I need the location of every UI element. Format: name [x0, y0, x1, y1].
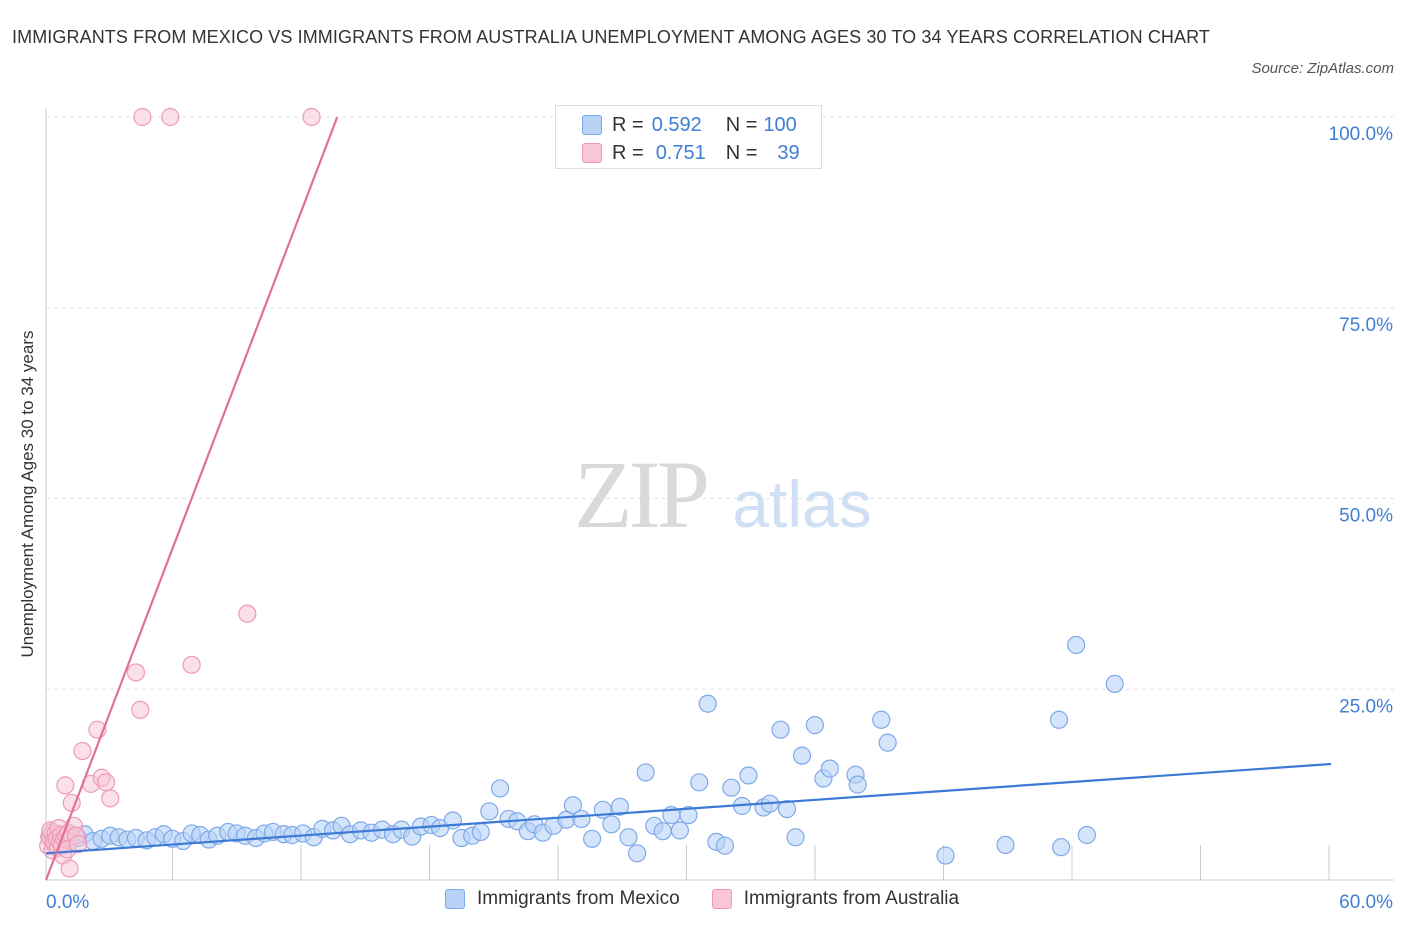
stats-box: R = 0.592 N = 100 R = 0.751 N = 39: [555, 105, 822, 169]
legend-swatch-australia: [711, 889, 732, 909]
data-point-mexico: [653, 822, 672, 841]
data-point-mexico: [786, 828, 805, 847]
gridlines: [46, 116, 1394, 690]
data-point-australia: [56, 776, 75, 795]
y-tick-label: 100.0%: [1329, 124, 1394, 145]
data-point-australia: [238, 604, 257, 623]
data-point-australia: [60, 859, 79, 878]
data-point-mexico: [715, 836, 735, 855]
data-point-mexico: [1067, 635, 1086, 655]
r-label: R =: [612, 141, 644, 164]
data-point-mexico: [792, 746, 812, 765]
data-point-australia: [182, 655, 201, 674]
y-tick-label: 50.0%: [1339, 506, 1393, 527]
data-point-mexico: [698, 694, 717, 713]
data-point-mexico: [1052, 838, 1071, 857]
data-point-australia: [73, 741, 92, 761]
n-value: 39: [777, 141, 800, 164]
n-value: 100: [763, 113, 797, 136]
legend-label-mexico: Immigrants from Mexico: [477, 888, 680, 909]
tick-labels: 25.0% 50.0% 75.0% 100.0% 0.0% 60.0%: [46, 124, 1393, 913]
data-point-mexico: [1105, 674, 1124, 694]
series-australia: [39, 107, 321, 878]
x-tick-label: 0.0%: [46, 892, 89, 913]
r-value: 0.751: [655, 141, 706, 164]
r-value: 0.592: [651, 113, 702, 136]
data-point-mexico: [572, 809, 591, 829]
axes: [45, 108, 1394, 881]
data-point-australia: [96, 773, 116, 792]
data-point-mexico: [936, 846, 955, 865]
data-point-australia: [69, 835, 88, 854]
data-point-australia: [126, 663, 146, 682]
legend-swatch-mexico: [445, 889, 465, 909]
data-point-mexico: [848, 775, 867, 794]
legend-swatch-mexico: [582, 115, 602, 135]
n-label: N =: [725, 141, 758, 164]
trend-line-australia: [44, 116, 339, 881]
y-tick-label: 75.0%: [1339, 315, 1393, 336]
y-tick-label: 25.0%: [1339, 696, 1393, 717]
data-point-australia: [133, 107, 152, 127]
series-mexico: [41, 635, 1124, 865]
watermark-atlas: atlas: [732, 467, 871, 541]
trend-lines: [44, 116, 1332, 881]
source-label: Source: ZipAtlas.com: [1251, 60, 1394, 77]
data-point-mexico: [878, 733, 897, 752]
data-point-mexico: [739, 766, 758, 785]
x-tick-label: 60.0%: [1339, 892, 1393, 913]
data-point-mexico: [1077, 825, 1096, 845]
n-label: N =: [725, 113, 758, 136]
legend-label-australia: Immigrants from Australia: [743, 888, 960, 909]
data-point-mexico: [490, 779, 510, 798]
data-point-mexico: [777, 799, 797, 819]
data-point-australia: [302, 107, 321, 127]
data-point-mexico: [636, 763, 655, 782]
data-point-mexico: [722, 778, 741, 797]
trend-line-mexico: [45, 762, 1332, 855]
r-label: R =: [612, 113, 644, 136]
data-point-mexico: [619, 828, 638, 847]
data-point-australia: [101, 789, 120, 808]
data-point-mexico: [602, 815, 621, 834]
data-point-mexico: [480, 802, 499, 821]
data-point-mexico: [872, 710, 891, 729]
data-point-mexico: [627, 844, 647, 863]
data-point-mexico: [690, 773, 709, 792]
data-point-mexico: [610, 797, 630, 816]
data-point-australia: [131, 700, 150, 719]
data-point-mexico: [679, 806, 698, 825]
data-point-mexico: [583, 829, 602, 848]
data-point-mexico: [996, 835, 1015, 855]
chart-title: IMMIGRANTS FROM MEXICO VS IMMIGRANTS FRO…: [12, 27, 1211, 47]
data-point-australia: [161, 107, 180, 127]
stats-row-mexico: R = 0.592 N = 100: [556, 111, 797, 139]
watermark-zip: ZIP: [574, 441, 707, 548]
data-point-mexico: [805, 716, 824, 735]
legend: Immigrants from Mexico Immigrants from A…: [445, 888, 991, 910]
legend-item-australia[interactable]: Immigrants from Australia: [711, 888, 960, 910]
legend-item-mexico[interactable]: Immigrants from Mexico: [445, 888, 680, 910]
data-point-mexico: [471, 822, 490, 842]
data-point-mexico: [820, 759, 839, 778]
stats-row-australia: R = 0.751 N = 39: [556, 139, 800, 167]
data-point-mexico: [670, 821, 690, 840]
data-point-mexico: [771, 720, 790, 739]
data-point-mexico: [1049, 710, 1069, 729]
data-point-mexico: [563, 796, 582, 815]
legend-swatch-australia: [582, 143, 602, 163]
